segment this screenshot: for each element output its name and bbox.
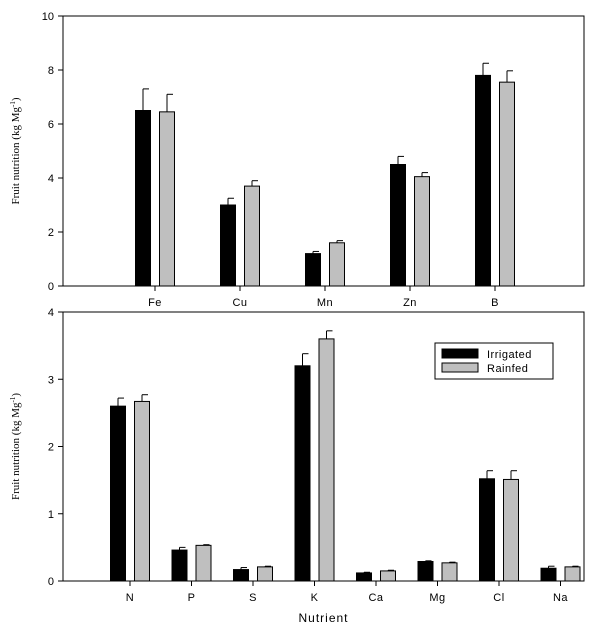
bar-rainfed <box>380 570 396 582</box>
x-category-label: N <box>126 592 134 604</box>
bar-irrigated <box>540 567 557 582</box>
bar-irrigated <box>135 110 151 287</box>
bar-irrigated <box>294 365 311 582</box>
x-category-label: Cu <box>232 297 247 309</box>
bar-irrigated <box>479 478 495 582</box>
bar-irrigated <box>305 253 321 287</box>
y-tick-label: 6 <box>48 119 54 131</box>
legend-label-rainfed: Rainfed <box>487 363 528 375</box>
x-category-label: Cl <box>493 592 504 604</box>
y-tick-label: 0 <box>48 576 54 588</box>
bar-rainfed <box>564 566 581 582</box>
x-category-label: Mn <box>317 297 333 309</box>
bar-irrigated <box>475 74 491 287</box>
y-tick-label: 2 <box>48 227 54 239</box>
bar-irrigated <box>220 204 236 287</box>
x-category-label: Ca <box>368 592 383 604</box>
x-category-label: S <box>249 592 257 604</box>
x-category-label: Na <box>553 592 568 604</box>
x-category-label: K <box>311 592 319 604</box>
bar-rainfed <box>441 562 458 582</box>
y-tick-label: 8 <box>48 65 54 77</box>
bar-rainfed <box>134 400 150 582</box>
y-tick-label: 4 <box>48 173 54 185</box>
bottom-chart-n-p-s-k-ca-mg-cl-na: 0 1 2 3 4 Fruit nutrition (kg Mg-1) N P S K Ca Mg Cl… <box>9 307 585 625</box>
plot-frame <box>62 15 585 287</box>
bar-irrigated <box>233 569 249 582</box>
bar-rainfed <box>159 111 175 287</box>
y-tick-label: 4 <box>48 307 54 319</box>
y-tick-label: 10 <box>42 11 54 23</box>
y-tick-label: 2 <box>48 442 54 454</box>
x-axis-label: Nutrient <box>298 611 348 625</box>
bar-rainfed <box>414 176 430 287</box>
bar-irrigated <box>110 405 126 582</box>
bar-rainfed <box>503 478 519 582</box>
x-category-label: Mg <box>429 592 445 604</box>
legend-label-irrigated: Irrigated <box>487 349 532 361</box>
legend-swatch-rainfed <box>441 362 479 373</box>
legend-box <box>434 342 554 380</box>
bar-irrigated <box>417 560 434 582</box>
x-category-label: B <box>491 297 499 309</box>
bar-rainfed <box>195 544 212 582</box>
x-category-label: Fe <box>148 297 162 309</box>
bar-rainfed <box>499 81 515 287</box>
bar-rainfed <box>257 566 273 582</box>
bar-rainfed <box>318 338 335 582</box>
y-axis-label: Fruit nutrition (kg Mg-1) <box>9 393 22 500</box>
bar-rainfed <box>329 242 345 287</box>
y-axis-label: Fruit nutrition (kg Mg-1) <box>9 97 22 204</box>
x-category-label: P <box>188 592 196 604</box>
x-category-label: Zn <box>403 297 417 309</box>
bar-rainfed <box>244 185 260 287</box>
y-tick-label: 3 <box>48 374 54 386</box>
bar-irrigated <box>356 572 372 582</box>
y-tick-label: 1 <box>48 509 54 521</box>
legend-swatch-irrigated <box>441 348 479 359</box>
bar-irrigated <box>171 549 188 582</box>
top-chart-fe-cu-mn-zn-b: 0 2 4 6 8 10 Fruit nutrition (kg Mg-1) Fe Cu Mn Zn… <box>9 11 585 309</box>
y-tick-label: 0 <box>48 281 54 293</box>
bar-irrigated <box>390 164 406 287</box>
